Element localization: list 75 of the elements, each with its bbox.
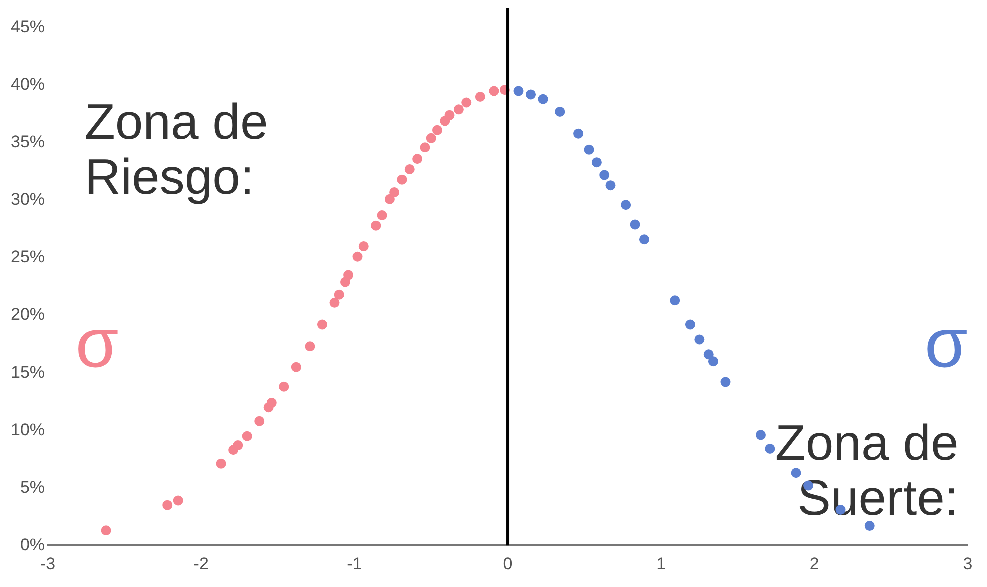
y-tick-label: 30% xyxy=(10,190,46,210)
point xyxy=(864,521,875,532)
point xyxy=(377,210,388,220)
annotation: Zona de Suerte: xyxy=(775,415,959,526)
point xyxy=(397,174,408,185)
point xyxy=(266,398,277,408)
point xyxy=(708,356,718,367)
point xyxy=(630,220,640,230)
y-tick-label: 25% xyxy=(10,248,46,267)
y-tick-label: 35% xyxy=(10,132,46,152)
x-tick-label: -2 xyxy=(194,554,209,574)
y-tick-label: 10% xyxy=(10,420,46,440)
point xyxy=(454,104,464,115)
point xyxy=(756,430,766,440)
annotation: σ xyxy=(924,304,968,382)
point xyxy=(720,377,731,388)
point xyxy=(639,234,650,245)
point xyxy=(412,154,423,164)
point xyxy=(592,158,602,168)
point xyxy=(390,187,400,198)
point xyxy=(526,90,536,100)
point xyxy=(600,170,610,180)
point xyxy=(704,350,714,360)
x-tick-label: 2 xyxy=(810,554,820,574)
point xyxy=(685,320,696,330)
x-tick-label: 0 xyxy=(503,554,513,574)
annotation: σ xyxy=(76,304,119,382)
point xyxy=(432,125,442,136)
point xyxy=(426,133,436,144)
point xyxy=(358,242,369,252)
point xyxy=(444,110,455,120)
point xyxy=(101,526,112,536)
point xyxy=(420,142,430,153)
point xyxy=(538,94,548,104)
point xyxy=(489,86,500,96)
point xyxy=(574,128,584,139)
point xyxy=(384,194,395,204)
point xyxy=(305,342,316,352)
point xyxy=(584,144,594,155)
point xyxy=(334,290,344,300)
y-tick-label: 15% xyxy=(10,362,46,382)
point xyxy=(344,270,354,280)
y-tick-label: 20% xyxy=(10,305,46,324)
point xyxy=(330,298,340,308)
x-tick-label: -3 xyxy=(40,554,56,574)
y-tick-label: 5% xyxy=(20,478,46,497)
point xyxy=(242,431,252,442)
point xyxy=(670,296,680,306)
point xyxy=(216,458,226,469)
point xyxy=(233,440,244,451)
point xyxy=(404,164,415,174)
x-tick-label: -1 xyxy=(347,554,362,574)
y-tick-label: 45% xyxy=(10,18,46,37)
point xyxy=(694,334,705,345)
point xyxy=(475,92,486,102)
point xyxy=(371,220,382,231)
x-tick-label: 1 xyxy=(656,554,666,574)
point xyxy=(173,496,184,506)
point xyxy=(162,500,173,510)
point xyxy=(254,416,265,426)
point xyxy=(514,86,524,96)
y-tick-label: 40% xyxy=(10,75,46,94)
point xyxy=(291,362,302,372)
point xyxy=(606,180,616,191)
x-tick-label: 3 xyxy=(963,554,973,574)
point xyxy=(317,320,328,330)
annotation: Zona de Riesgo: xyxy=(84,94,268,206)
point xyxy=(555,106,566,117)
point xyxy=(352,252,363,262)
point xyxy=(462,98,472,108)
point xyxy=(791,468,802,478)
point xyxy=(765,444,776,454)
point xyxy=(279,382,290,392)
y-tick-label: 0% xyxy=(20,535,46,554)
point xyxy=(621,200,632,210)
